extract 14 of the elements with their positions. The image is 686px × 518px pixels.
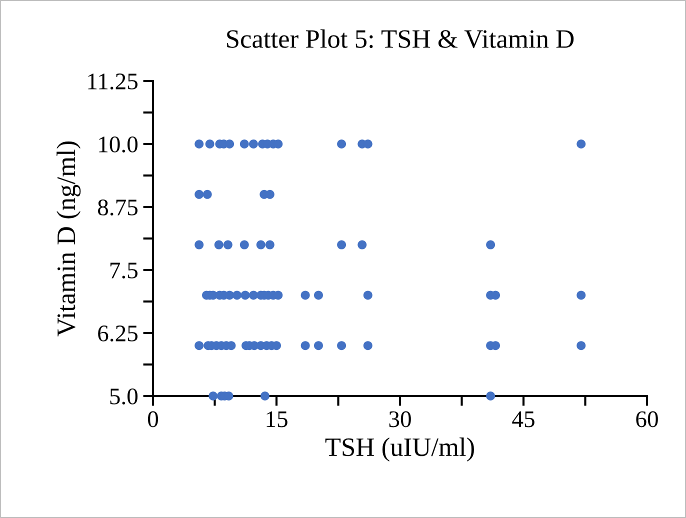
y-tick-label: 8.75 <box>98 199 138 216</box>
y-tick-label: 7.5 <box>110 262 138 279</box>
x-tick-label: 60 <box>636 411 658 428</box>
x-tick-label: 45 <box>512 411 534 428</box>
y-tick-label: 10.0 <box>99 136 138 153</box>
y-tick-label: 11.25 <box>88 74 138 90</box>
y-tick-label: 6.25 <box>98 326 138 342</box>
y-axis-title: Vitamin D (ng/ml) <box>56 142 81 336</box>
y-tick-label: 5.0 <box>110 388 138 405</box>
x-axis-title: TSH (uIU/ml) <box>325 438 474 462</box>
x-tick-label: 15 <box>266 411 288 428</box>
x-tick-label: 30 <box>389 411 411 428</box>
chart-title: Scatter Plot 5: TSH & Vitamin D <box>227 29 574 48</box>
x-tick-label: 0 <box>148 411 158 428</box>
